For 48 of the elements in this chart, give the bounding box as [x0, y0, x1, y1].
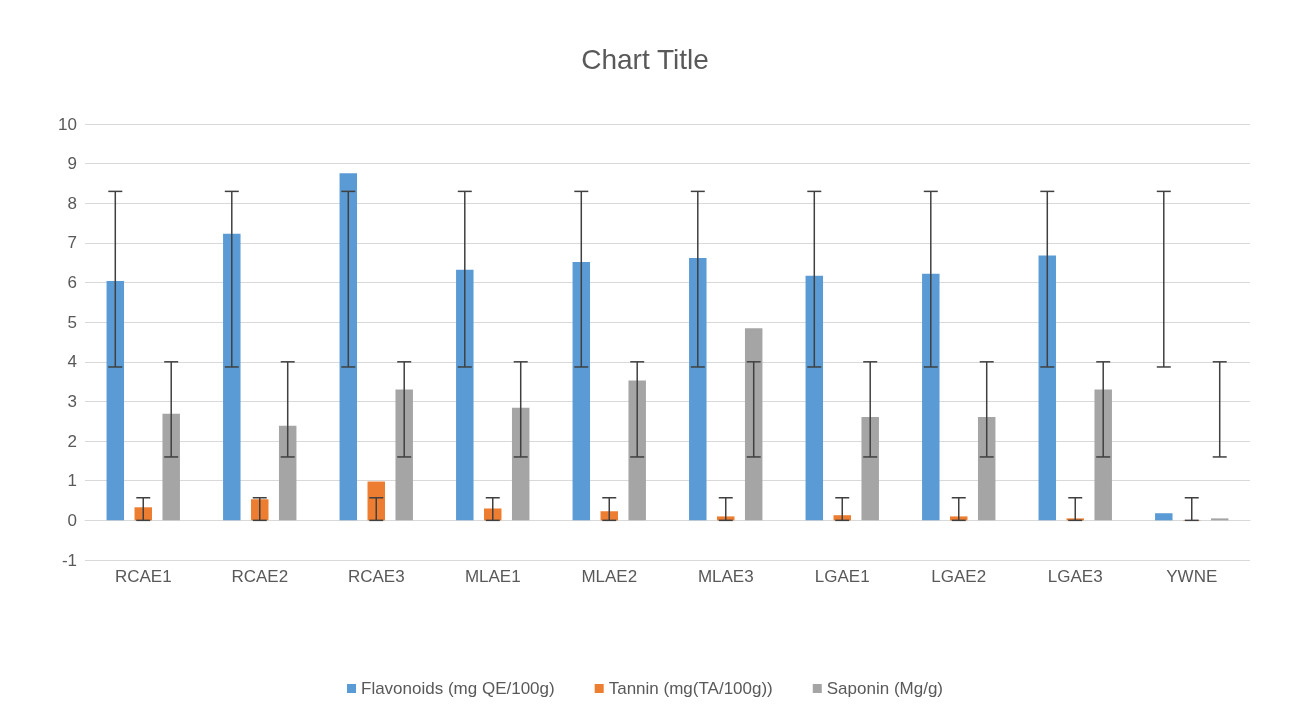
- bar: [689, 257, 707, 521]
- y-tick-label: 0: [67, 510, 77, 530]
- bar: [367, 481, 385, 521]
- bar: [134, 507, 152, 521]
- bar: [977, 416, 996, 521]
- x-tick-label: LGAE1: [814, 567, 870, 586]
- bar: [456, 269, 474, 521]
- x-tick-label: MLAE3: [697, 567, 754, 586]
- x-tick-label: MLAE1: [464, 567, 521, 586]
- legend-label: Flavonoids (mg QE/100g): [361, 679, 555, 698]
- y-tick-label: 7: [67, 233, 77, 253]
- bar: [162, 413, 180, 521]
- legend-label: Saponin (Mg/g): [826, 679, 944, 698]
- bar: [744, 328, 763, 521]
- bar: [278, 425, 297, 521]
- y-tick-label: 3: [67, 391, 77, 411]
- bar: [106, 280, 125, 521]
- x-tick-label: RCAE2: [231, 567, 289, 586]
- bar: [572, 261, 591, 521]
- x-tick-label: LGAE2: [931, 567, 987, 586]
- y-tick-label: 10: [58, 114, 77, 134]
- bar: [339, 173, 358, 521]
- bar: [600, 511, 618, 521]
- bar: [1155, 513, 1173, 521]
- chart-title: Chart Title: [581, 43, 709, 75]
- y-tick-label: 6: [67, 273, 77, 293]
- bar: [395, 389, 413, 521]
- y-tick-label: 5: [67, 312, 77, 332]
- bar: [223, 233, 241, 521]
- y-tick-label: 2: [67, 431, 77, 451]
- bar: [1038, 255, 1057, 521]
- bar: [922, 273, 940, 521]
- x-tick-label: RCAE1: [114, 567, 172, 586]
- y-tick-label: -1: [61, 550, 77, 570]
- y-tick-label: 4: [67, 352, 77, 372]
- x-tick-label: YWNE: [1166, 567, 1218, 586]
- y-tick-label: 8: [67, 193, 77, 213]
- bar: [511, 407, 530, 521]
- y-tick-label: 9: [67, 154, 77, 174]
- x-tick-label: RCAE3: [347, 567, 405, 586]
- bar: [1094, 389, 1112, 521]
- bar: [805, 275, 824, 521]
- bar: [861, 416, 879, 521]
- x-tick-label: LGAE3: [1047, 567, 1103, 586]
- legend-label: Tannin (mg(TA/100g)): [608, 679, 773, 698]
- x-tick-label: MLAE2: [581, 567, 638, 586]
- bar: [628, 380, 646, 521]
- y-tick-label: 1: [67, 471, 77, 491]
